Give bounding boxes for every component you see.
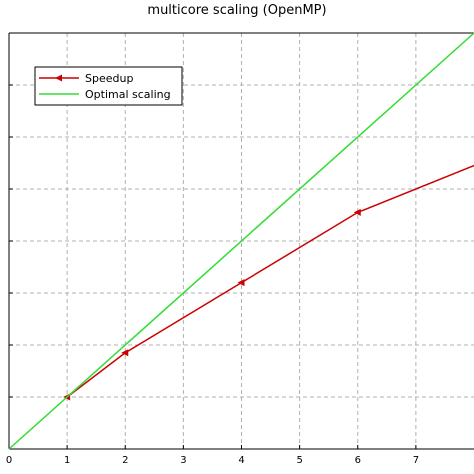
legend-label: Optimal scaling bbox=[85, 88, 171, 101]
x-tick-label: 5 bbox=[296, 455, 302, 466]
x-tick-label: 2 bbox=[122, 455, 128, 466]
series-group bbox=[8, 32, 474, 450]
x-tick-label: 7 bbox=[413, 455, 419, 466]
legend-marker bbox=[55, 74, 62, 82]
data-point-marker bbox=[237, 279, 245, 287]
x-tick-label: 0 bbox=[6, 455, 12, 466]
series-line-speedup bbox=[66, 164, 474, 398]
legend: Speedup Optimal scaling bbox=[34, 66, 183, 106]
tick-labels: 0 1 2 3 4 5 6 7 bbox=[6, 455, 419, 466]
x-tick-label: 6 bbox=[355, 455, 361, 466]
chart-title: multicore scaling (OpenMP) bbox=[147, 3, 326, 18]
data-point-marker bbox=[121, 349, 129, 357]
x-tick-label: 1 bbox=[64, 455, 70, 466]
legend-label: Speedup bbox=[85, 72, 133, 85]
data-point-marker bbox=[353, 208, 361, 216]
legend-box bbox=[34, 66, 183, 106]
series-line-optimal bbox=[8, 32, 474, 450]
x-tick-label: 3 bbox=[180, 455, 186, 466]
x-tick-label: 4 bbox=[238, 455, 244, 466]
